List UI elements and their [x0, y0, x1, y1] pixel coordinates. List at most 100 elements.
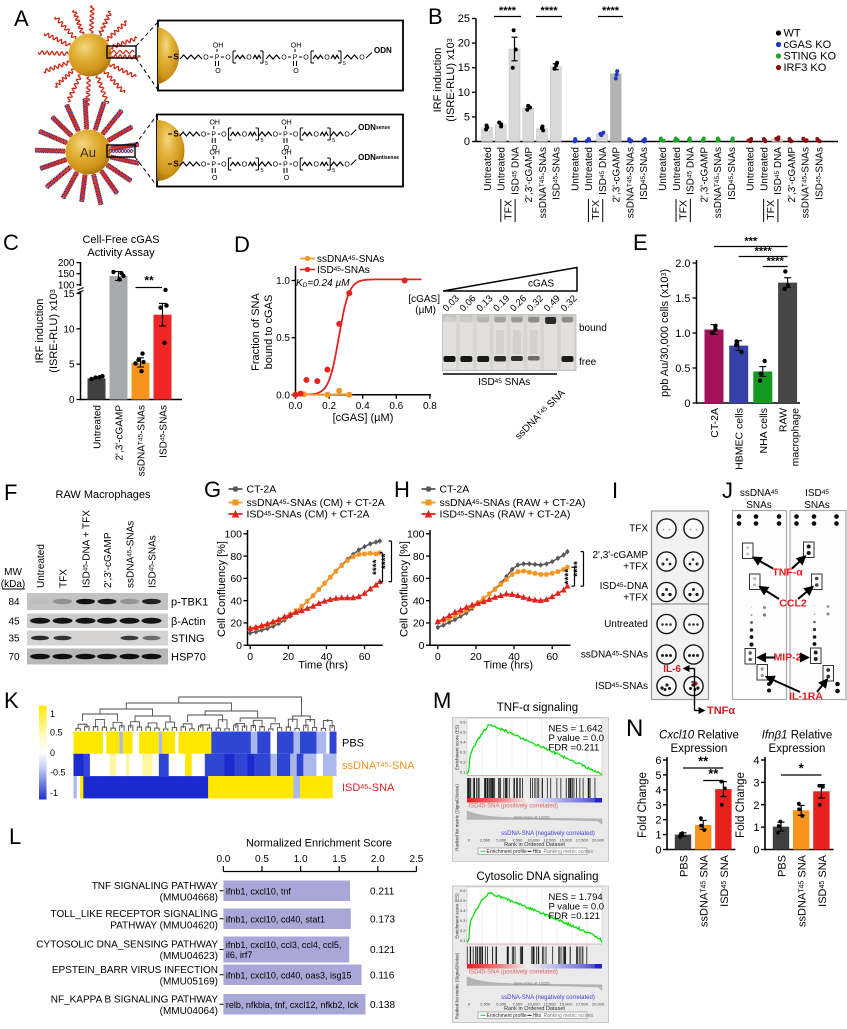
- svg-text:C: C: [3, 230, 19, 255]
- svg-text:****: ****: [499, 5, 517, 17]
- svg-text:ISD45-SNAs: ISD45-SNAs: [595, 681, 648, 692]
- svg-text:Untreated: Untreated: [604, 619, 648, 630]
- svg-text:TNFα: TNFα: [707, 705, 735, 717]
- svg-text:ISD45-SNAs: ISD45-SNAs: [639, 147, 650, 200]
- svg-text:ssDNAT45-SNAs: ssDNAT45-SNAs: [136, 405, 147, 476]
- svg-text:TNF-α: TNF-α: [772, 567, 803, 579]
- svg-text:ISD45-SNA (positively correlat: ISD45-SNA (positively correlated): [469, 804, 558, 810]
- svg-text:0.0: 0.0: [276, 390, 290, 401]
- svg-text:2,500: 2,500: [480, 838, 491, 843]
- svg-text:0.0: 0.0: [289, 401, 303, 412]
- svg-text:6: 6: [655, 755, 661, 767]
- svg-text:O: O: [246, 55, 252, 62]
- svg-text:ODNantisense: ODNantisense: [358, 153, 399, 162]
- svg-text:TNF SIGNALING PATHWAY: TNF SIGNALING PATHWAY: [92, 881, 219, 892]
- svg-text:B: B: [428, 4, 443, 29]
- svg-text:0.4: 0.4: [356, 401, 370, 412]
- svg-text:2',3'-cGAMP: 2',3'-cGAMP: [612, 147, 623, 203]
- svg-text:ssDNA45-SNAs: ssDNA45-SNAs: [581, 650, 648, 661]
- svg-text:2',3'-cGAMP: 2',3'-cGAMP: [593, 550, 649, 561]
- svg-text:0.6: 0.6: [389, 401, 403, 412]
- svg-text:PBS: PBS: [679, 855, 691, 877]
- svg-text:N: N: [626, 715, 643, 742]
- svg-text:ISD45 DNA: ISD45 DNA: [773, 147, 784, 195]
- svg-text:ssDNAT45-SNAs: ssDNAT45-SNAs: [538, 147, 549, 218]
- svg-text:FDR =0.211: FDR =0.211: [549, 743, 600, 754]
- svg-text:0: 0: [419, 640, 425, 652]
- svg-text:macrophage: macrophage: [790, 408, 802, 467]
- svg-text:Activity Assay: Activity Assay: [87, 247, 155, 259]
- svg-text:O: O: [212, 175, 218, 182]
- svg-text:80: 80: [230, 551, 242, 563]
- svg-text:Expression: Expression: [769, 743, 826, 755]
- svg-text:17,500: 17,500: [576, 1002, 589, 1007]
- svg-text:ifnb1, cxcl10, tnf: ifnb1, cxcl10, tnf: [226, 886, 292, 896]
- svg-text:O: O: [203, 55, 209, 62]
- svg-text:P: P: [283, 132, 288, 139]
- svg-text:Ranking metric scores: Ranking metric scores: [544, 1013, 594, 1019]
- svg-text:P: P: [211, 132, 216, 139]
- svg-text:OH: OH: [281, 150, 292, 157]
- svg-text:ISD45 SNA: ISD45 SNA: [719, 854, 731, 906]
- svg-text:ISD45-SNAs (CM) + CT-2A: ISD45-SNAs (CM) + CT-2A: [247, 509, 370, 521]
- svg-text:15,000: 15,000: [560, 838, 573, 843]
- svg-text:TFX: TFX: [502, 200, 514, 220]
- svg-text:0.121: 0.121: [370, 945, 395, 956]
- svg-text:40: 40: [413, 595, 425, 607]
- svg-text:84: 84: [8, 597, 20, 608]
- svg-text:O: O: [284, 145, 290, 152]
- svg-text:P value = 0.0: P value = 0.0: [549, 902, 605, 913]
- svg-text:bound: bound: [579, 323, 607, 334]
- svg-text:Rank in Ordered Dataset: Rank in Ordered Dataset: [504, 1006, 565, 1012]
- svg-text:L: L: [9, 824, 21, 849]
- svg-text:10: 10: [458, 87, 470, 99]
- svg-text:O: O: [293, 162, 299, 169]
- svg-text:RAW Macrophages: RAW Macrophages: [56, 489, 151, 501]
- svg-text:0: 0: [468, 838, 471, 843]
- svg-text:TFX: TFX: [629, 524, 648, 535]
- svg-text:ISD45-SNAs: ISD45-SNAs: [552, 147, 563, 200]
- svg-text:2',3'-cGAMP: 2',3'-cGAMP: [699, 147, 710, 203]
- svg-text:3: 3: [753, 777, 759, 789]
- svg-text:[cGAS] (µM): [cGAS] (µM): [333, 412, 394, 424]
- svg-text:****: ****: [573, 561, 584, 577]
- svg-text:P: P: [293, 55, 298, 62]
- svg-text:il6, irf7: il6, irf7: [226, 950, 253, 960]
- svg-text:O: O: [242, 162, 248, 169]
- svg-text:1.5: 1.5: [675, 293, 690, 305]
- svg-text:100: 100: [58, 280, 75, 291]
- svg-text:I: I: [612, 478, 618, 503]
- svg-text:TFX: TFX: [765, 200, 777, 220]
- svg-text:15: 15: [63, 289, 75, 300]
- svg-text:O: O: [201, 132, 207, 139]
- svg-text:5: 5: [332, 138, 335, 144]
- svg-text:0.5: 0.5: [50, 728, 63, 738]
- svg-text:60: 60: [413, 573, 425, 585]
- svg-text:IRF induction: IRF induction: [34, 299, 46, 364]
- svg-text:ISD45 DNA: ISD45 DNA: [510, 147, 521, 195]
- svg-text:(MMU04064): (MMU04064): [160, 1006, 218, 1017]
- svg-text:Cell Confluency [%]: Cell Confluency [%]: [399, 541, 411, 637]
- svg-text:ssDNA-SNA (negatively correlat: ssDNA-SNA (negatively correlated): [501, 831, 595, 837]
- svg-text:70: 70: [8, 652, 20, 663]
- svg-text:MIP-2: MIP-2: [773, 652, 801, 664]
- svg-text:60: 60: [230, 573, 242, 585]
- svg-text:Enrichment score (ES): Enrichment score (ES): [455, 893, 460, 939]
- svg-text:IL-6: IL-6: [663, 664, 681, 675]
- svg-text:0.6: 0.6: [460, 720, 466, 725]
- svg-text:0.5: 0.5: [255, 854, 269, 865]
- svg-text:(kDa): (kDa): [1, 579, 25, 590]
- svg-text:J: J: [722, 478, 733, 503]
- svg-text:O: O: [221, 162, 227, 169]
- svg-text:TOLL_LIKE RECEPTOR SIGNALING: TOLL_LIKE RECEPTOR SIGNALING: [51, 909, 219, 920]
- svg-text:20: 20: [458, 38, 470, 50]
- svg-text:5: 5: [260, 138, 263, 144]
- svg-text:M: M: [433, 688, 451, 713]
- svg-text:ppb Au/30,000 cells (x103): ppb Au/30,000 cells (x103): [659, 269, 671, 397]
- svg-text:Untreated: Untreated: [672, 147, 683, 191]
- svg-text:-1: -1: [50, 788, 58, 798]
- svg-text:D: D: [234, 232, 250, 257]
- svg-text:7,500: 7,500: [512, 838, 523, 843]
- svg-text:Time (hrs): Time (hrs): [298, 660, 348, 672]
- svg-text:OH: OH: [209, 150, 220, 157]
